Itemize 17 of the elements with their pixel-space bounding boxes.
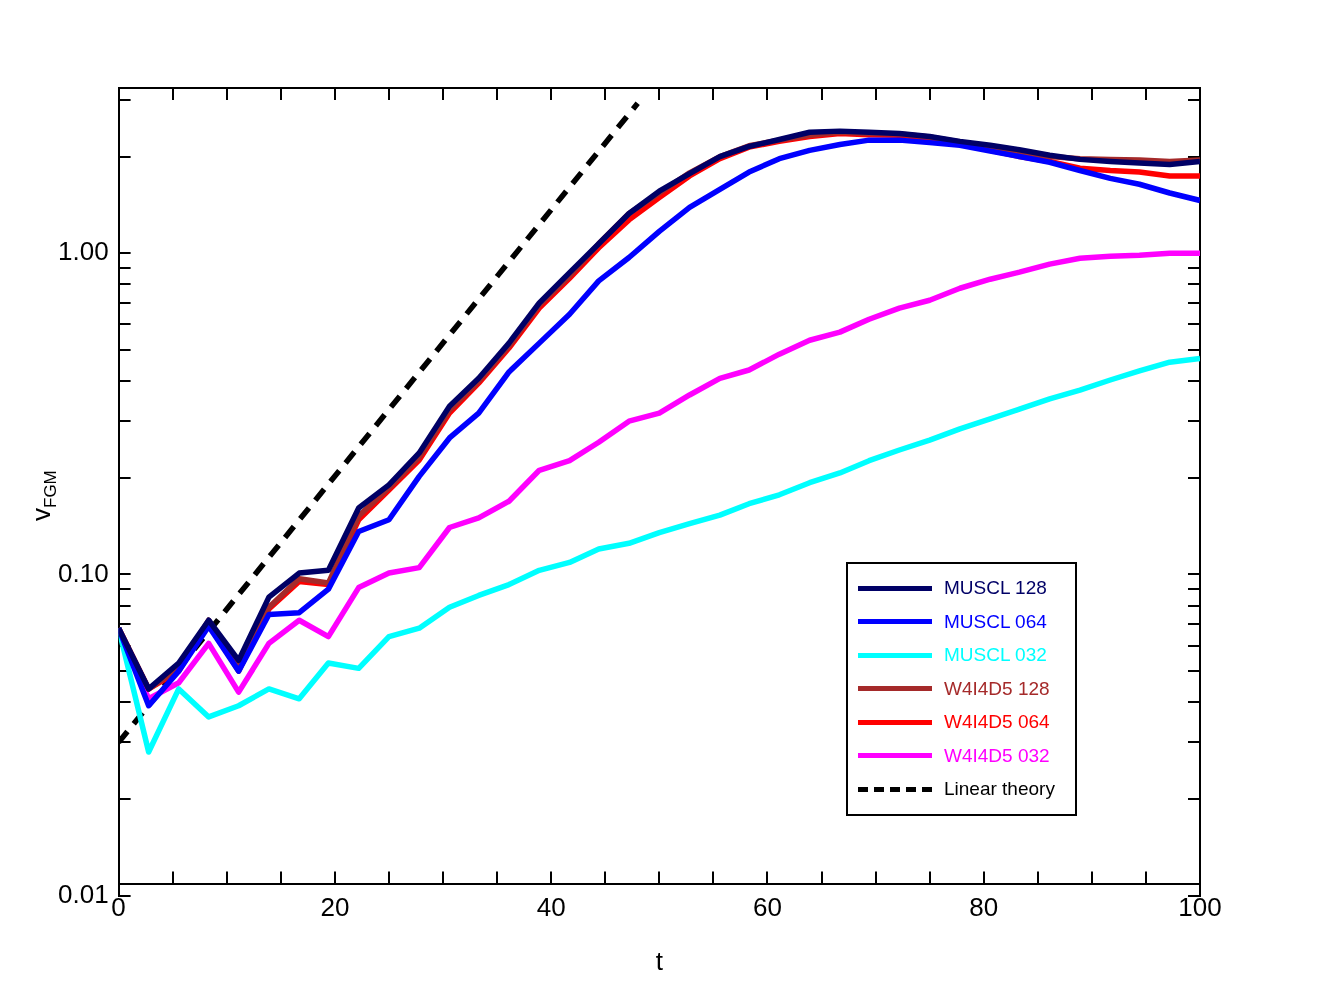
y-tick-label: 0.10: [57, 557, 109, 588]
legend-label: Linear theory: [944, 778, 1055, 801]
x-tick-label: 80: [969, 892, 999, 923]
x-tick-label: 60: [752, 892, 782, 923]
legend-label: W4I4D5 032: [944, 744, 1050, 767]
legend-label: MUSCL 128: [944, 577, 1047, 600]
x-tick-label: 0: [111, 892, 126, 923]
x-tick-label: 100: [1178, 892, 1222, 923]
legend-label: W4I4D5 128: [944, 677, 1050, 700]
x-tick-label: 20: [320, 892, 350, 923]
y-tick-label: 0.01: [57, 878, 109, 909]
legend-label: W4I4D5 064: [944, 711, 1050, 734]
x-tick-label: 40: [536, 892, 566, 923]
x-axis-title: t: [655, 945, 664, 976]
legend-label: MUSCL 032: [944, 644, 1047, 667]
legend-label: MUSCL 064: [944, 610, 1047, 633]
y-tick-label: 1.00: [57, 236, 109, 267]
